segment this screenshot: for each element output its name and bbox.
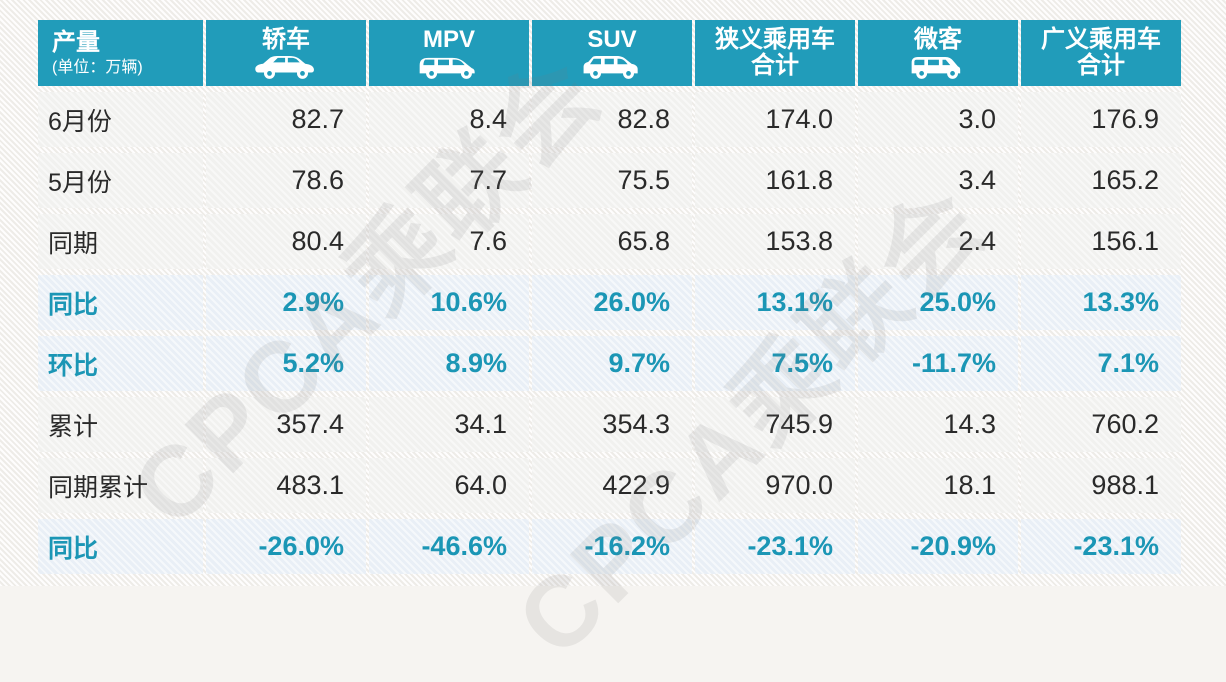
production-table: 产量 (单位：万辆) 轿车 MPV <box>38 20 1181 574</box>
cell-value: -46.6% <box>369 519 529 574</box>
cell-value: 2.4 <box>858 214 1018 269</box>
cell-value: 970.0 <box>695 458 855 513</box>
table-unit-label: (单位：万辆) <box>52 58 143 76</box>
cell-value: 7.6 <box>369 214 529 269</box>
cell-value: 760.2 <box>1021 397 1181 452</box>
cell-value: 64.0 <box>369 458 529 513</box>
row-label: 6月份 <box>38 92 203 147</box>
cell-value: 3.0 <box>858 92 1018 147</box>
column-label: 狭义乘用车 <box>715 26 835 54</box>
row-label: 同期累计 <box>38 458 203 513</box>
cell-value: 7.7 <box>369 153 529 208</box>
table-title: 产量 <box>52 29 100 56</box>
cell-value: 7.5% <box>695 336 855 391</box>
cell-value: 34.1 <box>369 397 529 452</box>
cell-value: -23.1% <box>695 519 855 574</box>
sedan-icon <box>253 54 319 80</box>
cell-value: 422.9 <box>532 458 692 513</box>
column-label-line2: 合计 <box>1077 52 1125 79</box>
cell-value: 26.0% <box>532 275 692 330</box>
cell-value: 10.6% <box>369 275 529 330</box>
cell-value: -11.7% <box>858 336 1018 391</box>
row-label: 累计 <box>38 397 203 452</box>
cell-value: 75.5 <box>532 153 692 208</box>
cell-value: 78.6 <box>206 153 366 208</box>
cell-value: 8.9% <box>369 336 529 391</box>
row-label: 同期 <box>38 214 203 269</box>
column-label: 广义乘用车 <box>1041 26 1161 54</box>
header-cell-broad-pv-total: 广义乘用车 合计 <box>1021 20 1181 86</box>
cell-value: -26.0% <box>206 519 366 574</box>
microvan-icon <box>908 54 968 80</box>
cell-value: 161.8 <box>695 153 855 208</box>
suv-icon <box>579 54 645 80</box>
cell-value: -16.2% <box>532 519 692 574</box>
header-cell-suv: SUV <box>532 20 692 86</box>
cell-value: 3.4 <box>858 153 1018 208</box>
cell-value: 14.3 <box>858 397 1018 452</box>
cell-value: 988.1 <box>1021 458 1181 513</box>
cell-value: 153.8 <box>695 214 855 269</box>
cell-value: 357.4 <box>206 397 366 452</box>
cell-value: 176.9 <box>1021 92 1181 147</box>
header-cell-microvan: 微客 <box>858 20 1018 86</box>
cell-value: 2.9% <box>206 275 366 330</box>
row-label: 同比 <box>38 275 203 330</box>
cell-value: 8.4 <box>369 92 529 147</box>
cell-value: 82.7 <box>206 92 366 147</box>
cell-value: 165.2 <box>1021 153 1181 208</box>
header-cell-narrow-pv-total: 狭义乘用车 合计 <box>695 20 855 86</box>
cell-value: 745.9 <box>695 397 855 452</box>
cell-value: 174.0 <box>695 92 855 147</box>
cell-value: 5.2% <box>206 336 366 391</box>
column-label: MPV <box>422 25 475 53</box>
cell-value: 13.1% <box>695 275 855 330</box>
cell-value: 65.8 <box>532 214 692 269</box>
column-label: 微客 <box>914 25 962 53</box>
column-label-line2: 合计 <box>751 52 799 79</box>
cell-value: 483.1 <box>206 458 366 513</box>
header-cell-production: 产量 (单位：万辆) <box>38 20 203 86</box>
cell-value: 25.0% <box>858 275 1018 330</box>
cell-value: 7.1% <box>1021 336 1181 391</box>
header-cell-mpv: MPV <box>369 20 529 86</box>
cell-value: -20.9% <box>858 519 1018 574</box>
cell-value: 18.1 <box>858 458 1018 513</box>
cell-value: 156.1 <box>1021 214 1181 269</box>
cell-value: 354.3 <box>532 397 692 452</box>
cell-value: -23.1% <box>1021 519 1181 574</box>
cell-value: 80.4 <box>206 214 366 269</box>
column-label: SUV <box>587 25 637 53</box>
cell-value: 9.7% <box>532 336 692 391</box>
cell-value: 82.8 <box>532 92 692 147</box>
header-cell-sedan: 轿车 <box>206 20 366 86</box>
column-label: 轿车 <box>262 25 310 53</box>
row-label: 同比 <box>38 519 203 574</box>
mpv-icon <box>416 54 482 80</box>
row-label: 环比 <box>38 336 203 391</box>
cell-value: 13.3% <box>1021 275 1181 330</box>
row-label: 5月份 <box>38 153 203 208</box>
